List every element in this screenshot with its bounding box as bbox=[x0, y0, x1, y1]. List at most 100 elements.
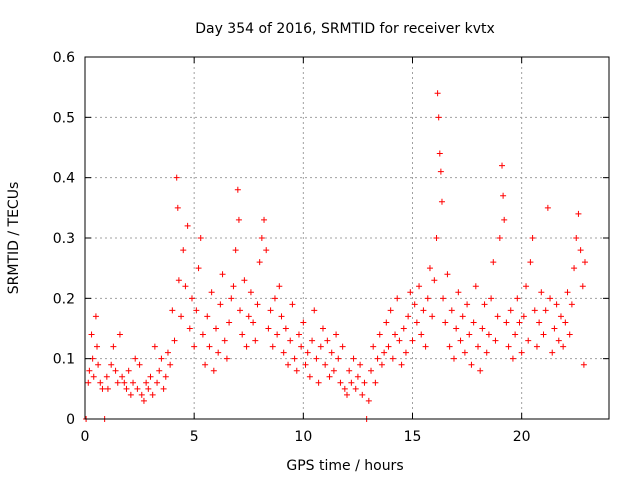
data-point bbox=[434, 90, 441, 97]
data-point bbox=[547, 295, 554, 302]
data-point bbox=[121, 379, 128, 386]
data-point bbox=[208, 289, 215, 296]
data-point bbox=[538, 289, 545, 296]
data-point bbox=[479, 325, 486, 332]
data-point bbox=[409, 337, 416, 344]
data-point bbox=[330, 367, 337, 374]
data-point bbox=[328, 349, 335, 356]
data-point bbox=[274, 331, 281, 338]
data-point bbox=[411, 301, 418, 308]
data-point bbox=[178, 313, 185, 320]
data-point bbox=[368, 367, 375, 374]
data-point bbox=[378, 361, 385, 368]
data-point bbox=[344, 391, 350, 398]
data-point bbox=[94, 343, 101, 350]
data-point bbox=[437, 168, 444, 175]
data-point bbox=[215, 349, 222, 356]
data-point bbox=[258, 235, 265, 241]
y-tick-label: 0 bbox=[66, 412, 75, 428]
y-tick-label: 0.3 bbox=[53, 231, 75, 247]
data-point bbox=[300, 319, 307, 326]
data-point bbox=[127, 391, 134, 398]
data-point bbox=[119, 373, 126, 380]
data-point bbox=[571, 265, 578, 272]
data-point bbox=[97, 379, 104, 386]
data-point bbox=[350, 355, 357, 362]
data-point bbox=[322, 361, 329, 368]
data-point bbox=[562, 319, 569, 326]
data-point bbox=[518, 349, 525, 356]
data-point bbox=[385, 343, 392, 350]
data-point bbox=[293, 367, 300, 374]
data-point bbox=[221, 337, 228, 344]
data-point bbox=[426, 265, 433, 272]
data-point bbox=[287, 337, 294, 344]
data-point bbox=[396, 337, 403, 344]
data-point bbox=[413, 319, 420, 326]
data-point bbox=[136, 361, 143, 368]
data-point bbox=[540, 331, 547, 338]
data-point bbox=[263, 247, 270, 254]
data-point bbox=[99, 385, 106, 392]
data-point bbox=[317, 343, 324, 350]
data-point bbox=[295, 331, 302, 338]
data-point bbox=[376, 331, 383, 338]
data-point bbox=[420, 307, 427, 314]
data-point bbox=[147, 373, 154, 380]
data-point bbox=[243, 343, 250, 350]
data-point bbox=[302, 361, 309, 368]
data-point bbox=[488, 295, 495, 302]
data-point bbox=[551, 325, 558, 332]
data-point bbox=[499, 162, 506, 169]
x-tick-label: 5 bbox=[190, 429, 199, 445]
data-point bbox=[394, 295, 401, 302]
y-tick-label: 0.5 bbox=[53, 110, 75, 126]
data-point bbox=[195, 265, 202, 272]
data-point bbox=[261, 216, 268, 223]
data-point bbox=[276, 283, 283, 290]
data-point bbox=[429, 313, 436, 320]
data-point bbox=[581, 259, 588, 266]
data-point bbox=[520, 313, 527, 320]
data-point bbox=[387, 307, 394, 314]
data-point bbox=[374, 355, 381, 362]
data-point bbox=[422, 343, 429, 350]
data-point bbox=[271, 295, 278, 302]
data-point bbox=[123, 385, 130, 392]
data-point bbox=[315, 379, 322, 386]
data-point bbox=[228, 295, 235, 302]
data-point bbox=[164, 349, 171, 356]
data-point bbox=[298, 343, 305, 350]
data-point bbox=[341, 385, 348, 392]
data-point bbox=[433, 235, 440, 241]
data-point bbox=[237, 307, 244, 314]
data-point bbox=[140, 397, 147, 404]
data-point bbox=[557, 313, 564, 320]
data-point bbox=[256, 259, 263, 266]
data-point bbox=[291, 355, 298, 362]
data-point bbox=[459, 313, 466, 320]
data-point bbox=[442, 319, 449, 326]
data-point bbox=[400, 325, 407, 332]
data-point bbox=[160, 385, 167, 392]
data-point bbox=[191, 343, 198, 350]
data-point bbox=[241, 277, 248, 284]
y-axis-label: SRMTID / TECUs bbox=[6, 182, 22, 295]
x-tick-label: 15 bbox=[404, 429, 422, 445]
data-point bbox=[182, 283, 189, 290]
data-point bbox=[505, 343, 512, 350]
data-point bbox=[525, 337, 532, 344]
data-point bbox=[319, 325, 326, 332]
data-point bbox=[143, 379, 150, 386]
data-point bbox=[280, 349, 287, 356]
data-point bbox=[450, 355, 457, 362]
data-point bbox=[265, 325, 272, 332]
data-point bbox=[500, 192, 507, 199]
data-point bbox=[468, 361, 475, 368]
data-point bbox=[204, 313, 211, 320]
data-point bbox=[306, 373, 313, 380]
data-point bbox=[455, 289, 462, 296]
data-point bbox=[235, 216, 242, 223]
data-point bbox=[514, 295, 521, 302]
